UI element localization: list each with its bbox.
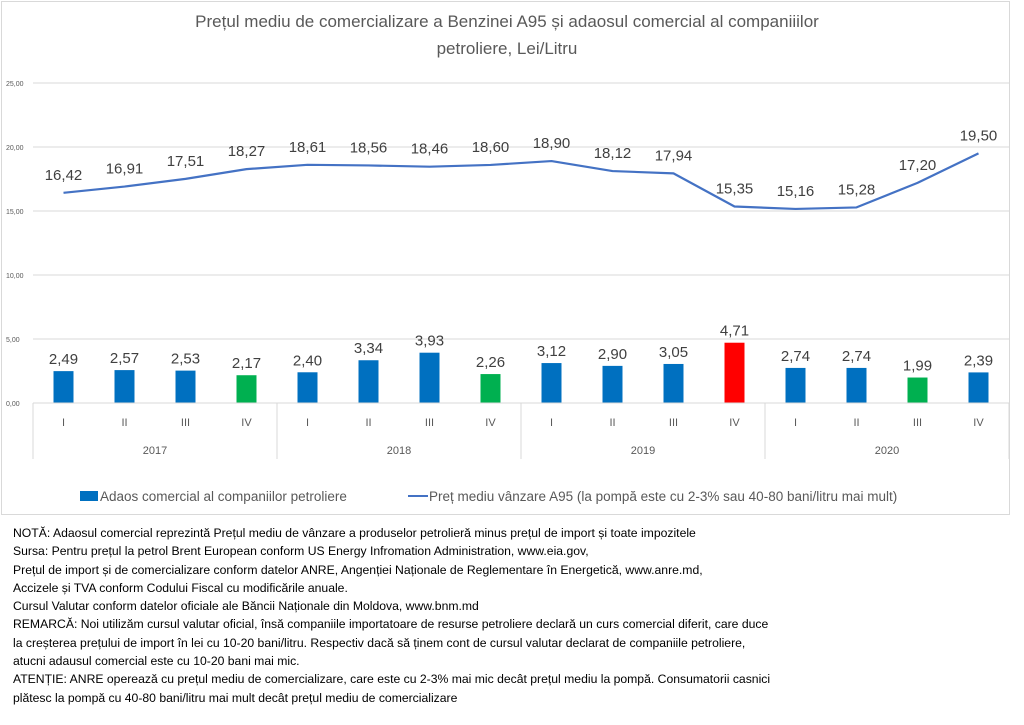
- line-data-label: 16,91: [106, 161, 144, 178]
- bar-data-label: 2,40: [293, 352, 322, 369]
- bar-data-label: 4,71: [720, 323, 749, 340]
- note-line: la creșterea prețului de import în lei c…: [13, 635, 746, 650]
- line-data-label: 18,61: [289, 139, 327, 156]
- bar: [907, 377, 928, 403]
- x-group-label: 2020: [875, 445, 899, 457]
- x-tick-label: III: [913, 417, 922, 429]
- y-tick-label: 5,00: [6, 337, 20, 344]
- bar: [297, 372, 318, 403]
- x-tick-label: IV: [241, 417, 252, 429]
- y-axis: 0,00 5,00 10,00 15,00 20,00 25,00: [6, 81, 24, 408]
- line-data-label: 19,50: [960, 127, 998, 144]
- line-data-label: 15,16: [777, 183, 815, 200]
- x-group-label: 2017: [143, 445, 167, 457]
- bar: [53, 371, 74, 403]
- x-tick-label: I: [794, 417, 797, 429]
- line-data-label: 18,60: [472, 139, 510, 156]
- notes-section: NOTĂ: Adaosul comercial reprezintă Prețu…: [13, 524, 1013, 707]
- legend-bar-swatch: [80, 491, 98, 501]
- bar: [724, 342, 745, 403]
- bar-data-label: 1,99: [903, 358, 932, 375]
- x-tick-label: III: [425, 417, 434, 429]
- bar: [663, 363, 684, 403]
- bar: [419, 352, 440, 403]
- chart-area: Prețul mediu de comercializare a Benzine…: [1, 1, 1010, 515]
- bar-data-label: 3,34: [354, 340, 383, 357]
- line-data-label: 16,42: [45, 167, 83, 184]
- line-data-label: 15,35: [716, 181, 754, 198]
- y-tick-label: 10,00: [6, 273, 24, 280]
- note-line: Accizele și TVA conform Codului Fiscal c…: [13, 580, 348, 595]
- line-data-label: 18,90: [533, 135, 571, 152]
- line-data-label: 18,46: [411, 141, 449, 158]
- chart-title-line-2: petroliere, Lei/Litru: [437, 39, 578, 58]
- chart-title-line-1: Prețul mediu de comercializare a Benzine…: [195, 12, 819, 31]
- bar-data-label: 2,49: [49, 351, 78, 368]
- bar: [968, 372, 989, 403]
- x-tick-label: II: [609, 417, 615, 429]
- legend-line-label: Preț mediu vânzare A95 (la pompă este cu…: [429, 489, 897, 504]
- bar: [236, 375, 257, 403]
- x-tick-label: I: [306, 417, 309, 429]
- bar-data-label: 2,26: [476, 354, 505, 371]
- bar-data-label: 3,05: [659, 344, 688, 361]
- note-line: plătesc la pompă cu 40-80 bani/litru mai…: [13, 690, 458, 705]
- line-data-label: 18,27: [228, 143, 266, 160]
- line-data-label: 18,12: [594, 145, 632, 162]
- line-data-label: 17,51: [167, 153, 205, 170]
- bar: [541, 363, 562, 403]
- price-line: [63, 152, 979, 211]
- y-tick-label: 0,00: [6, 401, 20, 408]
- x-tick-label: III: [669, 417, 678, 429]
- y-tick-label: 20,00: [6, 145, 24, 152]
- y-tick-label: 15,00: [6, 209, 24, 216]
- bar-series: 2,49 2,57 2,53 2,17 2,40 3,34 3,93 2,26 3,12 2,90…: [49, 323, 993, 403]
- bar-data-label: 3,93: [415, 333, 444, 350]
- x-tick-label: IV: [729, 417, 740, 429]
- y-tick-label: 25,00: [6, 81, 24, 88]
- x-tick-label: II: [853, 417, 859, 429]
- combo-chart: Prețul mediu de comercializare a Benzine…: [6, 12, 1010, 504]
- note-line: Sursa: Pentru prețul la petrol Brent Eur…: [13, 544, 589, 559]
- bar-data-label: 2,57: [110, 350, 139, 367]
- bar: [358, 360, 379, 403]
- line-data-label: 18,56: [350, 139, 388, 156]
- x-group-label: 2018: [387, 445, 411, 457]
- x-tick-label: III: [181, 417, 190, 429]
- note-line: Cursul Valutar conform datelor oficiale …: [13, 599, 479, 614]
- x-tick-label: II: [121, 417, 127, 429]
- bar: [846, 367, 867, 403]
- bar-data-label: 2,90: [598, 346, 627, 363]
- bar-data-label: 2,39: [964, 352, 993, 369]
- bar: [114, 370, 135, 403]
- bar: [480, 374, 501, 403]
- note-line: atucni adausul comercial este cu 10-20 b…: [13, 654, 300, 669]
- bar: [785, 367, 806, 403]
- line-series: 16,42 16,91 17,51 18,27 18,61 18,56 18,46 18,60…: [45, 127, 998, 211]
- bar: [175, 370, 196, 403]
- x-tick-label: II: [365, 417, 371, 429]
- line-data-label: 17,20: [899, 157, 937, 174]
- bar-data-label: 2,17: [232, 355, 261, 372]
- bar-data-label: 3,12: [537, 343, 566, 360]
- x-tick-label: I: [62, 417, 65, 429]
- x-tick-label: I: [550, 417, 553, 429]
- x-tick-label: IV: [973, 417, 984, 429]
- note-line: REMARCĂ: Noi utilizăm cursul valutar ofi…: [13, 617, 769, 632]
- bar-data-label: 2,74: [842, 348, 871, 365]
- note-line: Prețul de import și de comercializare co…: [13, 562, 703, 577]
- x-tick-label: IV: [485, 417, 496, 429]
- bar: [602, 365, 623, 403]
- bar-data-label: 2,74: [781, 348, 810, 365]
- bar-data-label: 2,53: [171, 351, 200, 368]
- note-line: ATENȚIE: ANRE operează cu prețul mediu d…: [13, 672, 771, 687]
- note-line: NOTĂ: Adaosul comercial reprezintă Prețu…: [13, 526, 696, 540]
- line-data-label: 15,28: [838, 181, 876, 198]
- x-group-label: 2019: [631, 445, 655, 457]
- line-data-label: 17,94: [655, 147, 693, 164]
- legend: Adaos comercial al companiilor petrolier…: [80, 489, 897, 504]
- legend-bar-label: Adaos comercial al companiilor petrolier…: [100, 489, 347, 504]
